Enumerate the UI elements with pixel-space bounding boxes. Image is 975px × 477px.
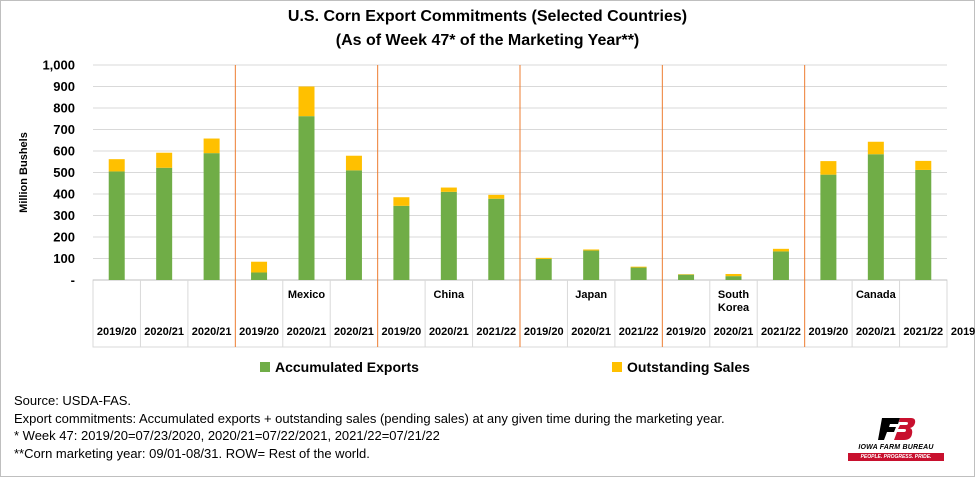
marketing-year-note: **Corn marketing year: 09/01-08/31. ROW=… <box>14 445 370 461</box>
bar-accumulated-exports <box>440 191 457 280</box>
bar-outstanding-sales <box>772 248 789 252</box>
bar-outstanding-sales <box>630 266 647 268</box>
logo-tagline: PEOPLE. PROGRESS. PRIDE. <box>848 453 944 461</box>
x-tick-label: 2019/20 <box>809 326 849 338</box>
bar-outstanding-sales <box>203 138 220 154</box>
y-tick-label: - <box>71 273 75 288</box>
x-tick-label: 2021/22 <box>761 326 801 338</box>
chart-subtitle: (As of Week 47* of the Marketing Year**) <box>335 32 640 49</box>
x-tick-label: 2020/21 <box>429 326 469 338</box>
x-tick-label: 2019/20 <box>97 326 137 338</box>
week-note: * Week 47: 2019/20=07/23/2020, 2020/21=0… <box>14 428 440 443</box>
y-tick-label: 900 <box>53 79 75 94</box>
bar-outstanding-sales <box>393 197 410 206</box>
x-tick-label: 2021/22 <box>903 326 943 338</box>
legend-label: Outstanding Sales <box>627 359 750 375</box>
bar-accumulated-exports <box>345 170 362 280</box>
x-tick-label: 2020/21 <box>144 326 184 338</box>
bar-accumulated-exports <box>583 250 600 280</box>
y-axis-label: Million Bushels <box>18 132 30 213</box>
legend-swatch <box>612 362 622 372</box>
y-tick-label: 800 <box>53 101 75 116</box>
legend-swatch <box>260 362 270 372</box>
bar-accumulated-exports <box>108 171 125 280</box>
bar-outstanding-sales <box>915 160 932 170</box>
bar-accumulated-exports <box>156 167 173 280</box>
legend-label: Accumulated Exports <box>275 359 419 375</box>
y-tick-label: 400 <box>53 187 75 202</box>
bar-outstanding-sales <box>488 194 505 199</box>
y-tick-label: 600 <box>53 144 75 159</box>
x-tick-label: 2020/21 <box>287 326 327 338</box>
bar-outstanding-sales <box>867 141 884 155</box>
group-label: Korea <box>718 302 750 314</box>
x-tick-label: 2019/20 <box>951 326 975 338</box>
x-tick-label: 2020/21 <box>334 326 374 338</box>
y-tick-label: 700 <box>53 122 75 137</box>
bar-accumulated-exports <box>772 251 789 280</box>
x-tick-label: 2021/22 <box>619 326 659 338</box>
group-label: South <box>718 289 749 301</box>
bar-outstanding-sales <box>108 159 125 172</box>
x-tick-label: 2019/20 <box>524 326 564 338</box>
x-tick-label: 2019/20 <box>382 326 422 338</box>
chart-title: U.S. Corn Export Commitments (Selected C… <box>287 8 688 25</box>
y-tick-label: 200 <box>53 230 75 245</box>
y-tick-label: 100 <box>53 251 75 266</box>
x-tick-label: 2019/20 <box>239 326 279 338</box>
bar-outstanding-sales <box>298 86 315 117</box>
x-tick-label: 2020/21 <box>571 326 611 338</box>
bar-outstanding-sales <box>725 273 742 277</box>
bar-accumulated-exports <box>298 116 315 280</box>
x-tick-label: 2021/22 <box>476 326 516 338</box>
y-tick-label: 1,000 <box>42 58 75 73</box>
bar-accumulated-exports <box>820 174 837 280</box>
bar-outstanding-sales <box>535 257 552 259</box>
group-label: Canada <box>856 289 897 301</box>
bar-accumulated-exports <box>678 274 695 280</box>
bar-outstanding-sales <box>583 249 600 251</box>
y-tick-label: 500 <box>53 165 75 180</box>
bar-accumulated-exports <box>488 198 505 280</box>
x-tick-label: 2020/21 <box>192 326 232 338</box>
bar-outstanding-sales <box>251 261 268 273</box>
x-tick-label: 2019/20 <box>666 326 706 338</box>
bar-outstanding-sales <box>345 155 362 171</box>
bar-accumulated-exports <box>203 153 220 280</box>
bar-accumulated-exports <box>725 276 742 280</box>
farm-bureau-fb-icon <box>878 418 916 440</box>
group-label: China <box>434 289 465 301</box>
bar-accumulated-exports <box>915 169 932 280</box>
footnotes: Source: USDA-FAS. Export commitments: Ac… <box>14 392 725 462</box>
bar-outstanding-sales <box>440 187 457 192</box>
x-tick-label: 2020/21 <box>856 326 896 338</box>
group-label: Mexico <box>288 289 326 301</box>
logo-name: IOWA FARM BUREAU <box>858 444 934 451</box>
bar-outstanding-sales <box>820 161 837 175</box>
bar-accumulated-exports <box>393 205 410 280</box>
iowa-farm-bureau-logo: IOWA FARM BUREAU PEOPLE. PROGRESS. PRIDE… <box>846 416 946 462</box>
bar-accumulated-exports <box>535 258 552 280</box>
bar-accumulated-exports <box>867 154 884 280</box>
source-note: Source: USDA-FAS. <box>14 393 132 408</box>
y-tick-label: 300 <box>53 208 75 223</box>
x-tick-label: 2020/21 <box>714 326 754 338</box>
definition-note: Export commitments: Accumulated exports … <box>14 410 725 426</box>
bar-outstanding-sales <box>156 152 173 168</box>
group-label: Japan <box>575 289 607 301</box>
bar-accumulated-exports <box>630 267 647 280</box>
bar-accumulated-exports <box>251 272 268 280</box>
